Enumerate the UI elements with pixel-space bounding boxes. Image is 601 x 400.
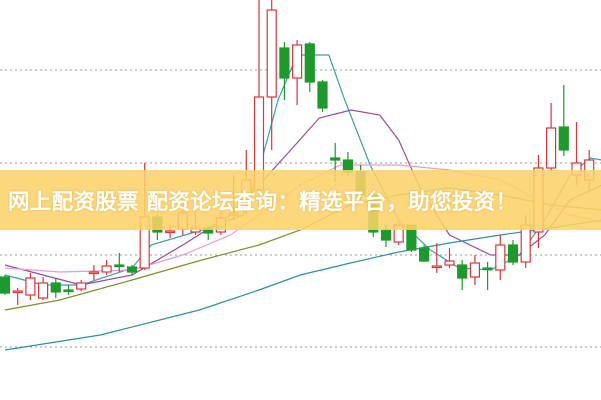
banner-text: 网上配资股票 配资论坛查询：精选平台，助您投资！ <box>8 189 518 215</box>
moving-average-line <box>4 219 601 351</box>
candle-down <box>380 229 392 241</box>
candle-down <box>330 157 341 161</box>
candle-down <box>279 47 290 79</box>
candle-up <box>520 224 531 263</box>
candle-down <box>114 264 125 268</box>
candle-down <box>317 81 328 109</box>
candle-up <box>266 9 277 98</box>
candle-down <box>50 282 61 293</box>
candle-down <box>63 289 74 293</box>
candle-up <box>469 262 480 278</box>
candle-down <box>507 244 519 263</box>
candle-up <box>76 282 87 290</box>
candle-up <box>495 244 506 271</box>
candle-down <box>0 276 11 294</box>
candle-up <box>431 265 442 269</box>
candle-down <box>482 267 493 271</box>
candle-up <box>101 265 112 273</box>
candle-up <box>37 282 49 299</box>
candle-up <box>88 271 100 275</box>
candle-down <box>304 43 315 83</box>
candle-down <box>558 126 569 151</box>
candle-up <box>545 127 557 169</box>
candle-up <box>25 277 36 296</box>
promo-banner: 网上配资股票 配资论坛查询：精选平台，助您投资！ <box>0 170 601 230</box>
candle-up <box>165 230 176 234</box>
candle-down <box>419 247 430 262</box>
candle-down <box>457 264 468 279</box>
candle-up <box>444 260 455 266</box>
candle-up <box>292 44 303 79</box>
candle-up <box>12 290 23 294</box>
candle-down <box>126 266 138 273</box>
